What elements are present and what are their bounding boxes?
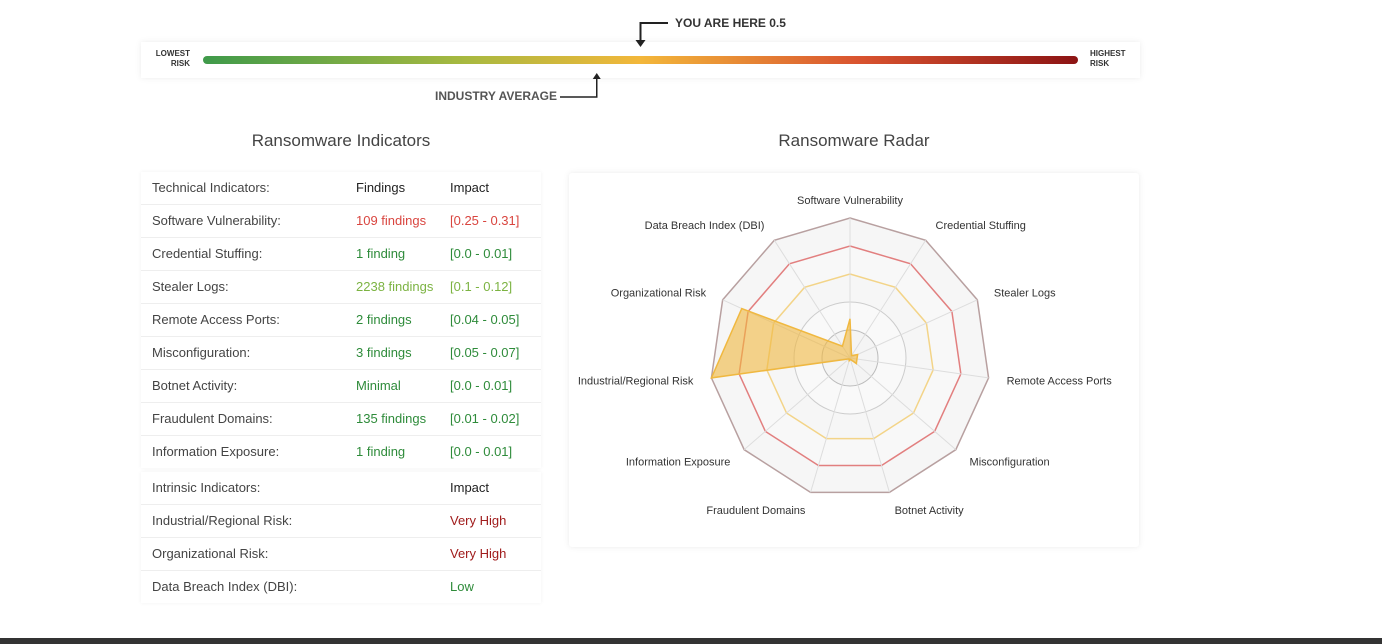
table-header: Technical Indicators: Findings Impact xyxy=(141,172,541,205)
impact: [0.0 - 0.01] xyxy=(450,246,513,261)
indicator-name: Fraudulent Domains: xyxy=(152,411,273,426)
risk-bar xyxy=(203,56,1078,64)
axis-label: Misconfiguration xyxy=(970,457,1050,469)
indicator-name: Remote Access Ports: xyxy=(152,312,280,327)
findings: 3 findings xyxy=(356,345,412,360)
radar-spoke xyxy=(810,357,851,493)
indicator-name: Credential Stuffing: xyxy=(152,246,263,261)
table-row: Botnet Activity: Minimal [0.0 - 0.01] xyxy=(141,370,541,403)
axis-label: Industrial/Regional Risk xyxy=(578,376,694,388)
table-row: Stealer Logs: 2238 findings [0.1 - 0.12] xyxy=(141,271,541,304)
axis-label: Software Vulnerability xyxy=(797,195,903,207)
highest-risk: HIGHEST RISK xyxy=(1090,49,1126,68)
table-row: Fraudulent Domains: 135 findings [0.01 - 0… xyxy=(141,403,541,436)
table-row: Data Breach Index (DBI): Low xyxy=(141,571,541,603)
you-are-here: YOU ARE HERE 0.5 xyxy=(675,16,786,30)
findings: 135 findings xyxy=(356,411,427,426)
table-header: Intrinsic Indicators: Impact xyxy=(141,472,541,505)
industry-average-arrow xyxy=(560,76,598,98)
table-row: Organizational Risk: Very High xyxy=(141,538,541,571)
you-are-here-label: YOU ARE HERE xyxy=(675,16,766,30)
radar-spoke xyxy=(849,357,989,379)
radar-spoke xyxy=(773,239,851,359)
industry-average: INDUSTRY AVERAGE xyxy=(435,89,558,103)
arrowhead xyxy=(592,73,601,79)
impact: Very High xyxy=(450,546,507,561)
findings: 2 findings xyxy=(356,312,412,327)
indicator-name: Botnet Activity: xyxy=(152,378,238,393)
axis-label: Stealer Logs xyxy=(994,287,1056,299)
impact: [0.25 - 0.31] xyxy=(450,213,520,228)
axis-label: Fraudulent Domains xyxy=(706,505,806,517)
radar-spoke xyxy=(849,357,957,451)
findings: Minimal xyxy=(356,378,401,393)
table-row: Information Exposure: 1 finding [0.0 - 0.0… xyxy=(141,436,541,468)
you-are-here-value: 0.5 xyxy=(769,16,786,30)
impact: [0.01 - 0.02] xyxy=(450,411,520,426)
findings: 2238 findings xyxy=(356,279,434,294)
radar-title: Ransomware Radar xyxy=(778,131,930,150)
table-row: Misconfiguration: 3 findings [0.05 - 0.07] xyxy=(141,337,541,370)
axis-label: Organizational Risk xyxy=(611,287,707,299)
impact: [0.0 - 0.01] xyxy=(450,378,513,393)
indicators-title: Ransomware Indicators xyxy=(251,131,431,150)
axis-label: Data Breach Index (DBI) xyxy=(645,220,765,232)
radar-spoke xyxy=(849,239,927,359)
impact: [0.0 - 0.01] xyxy=(450,444,513,459)
indicator-name: Data Breach Index (DBI): xyxy=(152,579,298,594)
findings: 109 findings xyxy=(356,213,427,228)
radar-spoke xyxy=(743,357,851,451)
radar-spoke xyxy=(849,357,890,493)
header-cell: Impact xyxy=(450,180,490,195)
header-cell: Intrinsic Indicators: xyxy=(152,480,261,495)
impact: Very High xyxy=(450,513,507,528)
table-row: Software Vulnerability: 109 findings [0.25… xyxy=(141,205,541,238)
header-cell: Technical Indicators: xyxy=(152,180,270,195)
impact: [0.04 - 0.05] xyxy=(450,312,520,327)
header-cell: Findings xyxy=(356,180,406,195)
indicator-name: Misconfiguration: xyxy=(152,345,251,360)
intrinsic-table: Intrinsic Indicators: Impact Industrial/Re… xyxy=(141,472,541,603)
header-cell: Impact xyxy=(450,480,490,495)
table-row: Industrial/Regional Risk: Very High xyxy=(141,505,541,538)
table-row: Remote Access Ports: 2 findings [0.04 - 0.… xyxy=(141,304,541,337)
indicator-name: Software Vulnerability: xyxy=(152,213,281,228)
radar-area xyxy=(710,307,859,379)
axis-label: Botnet Activity xyxy=(895,505,965,517)
impact: [0.05 - 0.07] xyxy=(450,345,520,360)
axis-label: Remote Access Ports xyxy=(1007,376,1113,388)
radar-spoke xyxy=(849,299,978,359)
technical-table: Technical Indicators: Findings Impact Softw… xyxy=(141,172,541,468)
you-are-here-arrow xyxy=(639,22,668,44)
lowest-risk: LOWEST RISK xyxy=(155,49,190,68)
findings: 1 finding xyxy=(356,246,406,261)
impact: Low xyxy=(450,579,474,594)
bottom-bar xyxy=(0,638,1382,644)
axis-label: Credential Stuffing xyxy=(936,220,1026,232)
axis-label: Information Exposure xyxy=(626,457,731,469)
indicator-name: Stealer Logs: xyxy=(152,279,229,294)
indicator-name: Information Exposure: xyxy=(152,444,280,459)
indicator-name: Industrial/Regional Risk: xyxy=(152,513,293,528)
impact: [0.1 - 0.12] xyxy=(450,279,513,294)
findings: 1 finding xyxy=(356,444,406,459)
table-row: Credential Stuffing: 1 finding [0.0 - 0.01… xyxy=(141,238,541,271)
indicator-name: Organizational Risk: xyxy=(152,546,269,561)
arrowhead xyxy=(635,40,646,47)
